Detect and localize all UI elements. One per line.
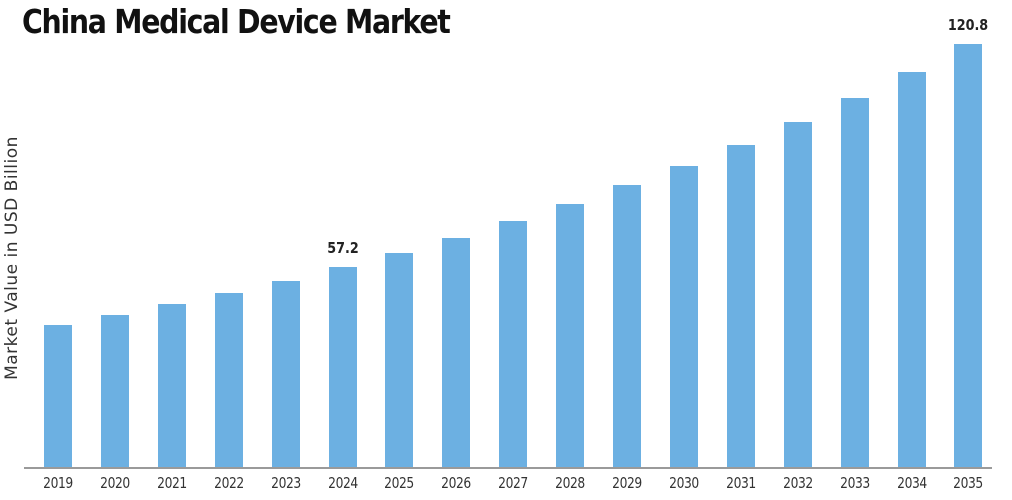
x-tick-label: 2024	[327, 474, 358, 492]
x-tick-label: 2019	[43, 474, 73, 492]
bar-2034	[897, 72, 926, 467]
bar-2025	[385, 253, 414, 467]
bar-2032	[783, 122, 812, 467]
data-label-2035: 120.8	[948, 16, 989, 34]
y-axis-label: Market Value in USD Billion	[2, 136, 22, 380]
bar-2035	[954, 44, 983, 467]
x-tick-label: 2029	[612, 474, 642, 492]
bar-2031	[726, 144, 755, 467]
bar-2026	[442, 237, 471, 467]
x-tick-label: 2020	[100, 474, 130, 492]
x-axis-line	[24, 467, 992, 469]
bar-2024	[328, 266, 357, 467]
x-tick-label: 2031	[725, 474, 756, 492]
chart-title: China Medical Device Market	[22, 2, 451, 41]
x-tick-label: 2030	[669, 474, 699, 492]
bar-2027	[499, 220, 528, 467]
x-tick-label: 2034	[896, 474, 927, 492]
x-tick-label: 2026	[441, 474, 472, 492]
bar-2028	[556, 204, 585, 467]
bar-2022	[214, 292, 243, 467]
bar-2023	[271, 281, 300, 467]
bar-2033	[840, 97, 869, 467]
x-tick-label: 2032	[782, 474, 813, 492]
x-tick-label: 2028	[555, 474, 585, 492]
x-tick-label: 2021	[156, 474, 187, 492]
bar-2019	[44, 324, 72, 467]
data-label-2024: 57.2	[326, 238, 359, 257]
bar-2021	[157, 303, 186, 467]
x-tick-label: 2027	[498, 474, 529, 492]
plot-area: 2019 2020 2021 2022 2023 2024 57.2 2025 2026 2027…	[24, 0, 1012, 500]
bar-2029	[613, 185, 641, 467]
bar-2020	[100, 315, 129, 467]
x-tick-label: 2035	[953, 474, 984, 492]
bar-2030	[669, 165, 698, 467]
x-tick-label: 2023	[270, 474, 301, 492]
x-tick-label: 2022	[213, 474, 244, 492]
x-tick-label: 2033	[839, 474, 870, 492]
x-tick-label: 2025	[384, 474, 415, 492]
